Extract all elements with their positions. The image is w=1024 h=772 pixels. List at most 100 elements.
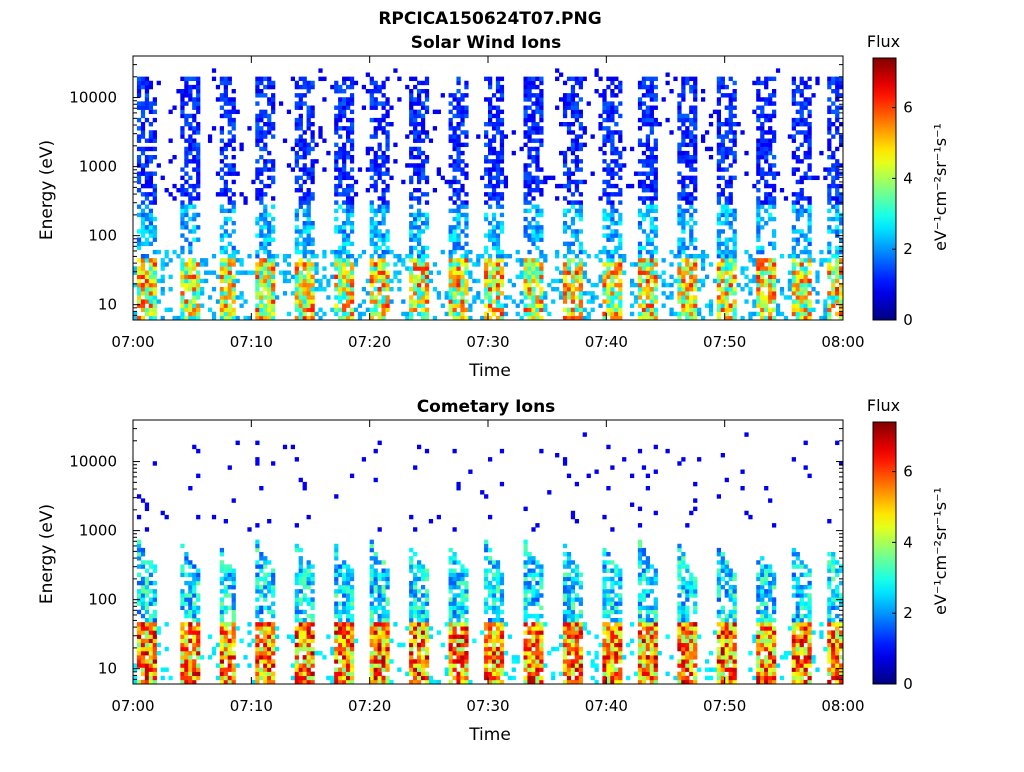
- heatmap-cell: [453, 192, 457, 196]
- heatmap-cell: [192, 97, 196, 101]
- heatmap-cell: [768, 93, 772, 97]
- heatmap-cell: [524, 271, 528, 275]
- heatmap-cell: [271, 238, 275, 242]
- heatmap-cell: [460, 213, 464, 217]
- heatmap-cell: [271, 593, 275, 597]
- heatmap-cell: [768, 217, 772, 221]
- heatmap-cell: [137, 238, 141, 242]
- heatmap-cell: [496, 271, 500, 275]
- heatmap-cell: [602, 299, 606, 303]
- heatmap-cell: [346, 262, 350, 266]
- heatmap-cell: [267, 262, 271, 266]
- heatmap-cell: [303, 254, 307, 258]
- heatmap-cell: [595, 254, 599, 258]
- heatmap-cell: [733, 258, 737, 262]
- heatmap-cell: [421, 122, 425, 126]
- heatmap-cell: [535, 159, 539, 163]
- heatmap-cell: [137, 101, 141, 105]
- heatmap-cell: [689, 192, 693, 196]
- heatmap-cell: [311, 672, 315, 676]
- heatmap-cell: [149, 106, 153, 110]
- heatmap-cell: [263, 250, 267, 254]
- heatmap-cell: [184, 209, 188, 213]
- heatmap-cell: [539, 167, 543, 171]
- heatmap-cell: [464, 266, 468, 270]
- heatmap-cell: [208, 139, 212, 143]
- heatmap-cell: [484, 262, 488, 266]
- heatmap-cell: [535, 180, 539, 184]
- heatmap-cell: [701, 139, 705, 143]
- heatmap-cell: [303, 238, 307, 242]
- heatmap-cell: [669, 275, 673, 279]
- heatmap-cell: [307, 639, 311, 643]
- heatmap-cell: [729, 180, 733, 184]
- heatmap-cell: [145, 147, 149, 151]
- heatmap-cell: [575, 184, 579, 188]
- heatmap-cell: [224, 519, 228, 523]
- heatmap-cell: [141, 672, 145, 676]
- heatmap-cell: [539, 213, 543, 217]
- heatmap-cell: [243, 299, 247, 303]
- heatmap-cell: [342, 101, 346, 105]
- heatmap-cell: [188, 668, 192, 672]
- heatmap-cell: [409, 176, 413, 180]
- heatmap-cell: [382, 279, 386, 283]
- heatmap-cell: [295, 299, 299, 303]
- heatmap-cell: [180, 209, 184, 213]
- heatmap-cell: [508, 295, 512, 299]
- heatmap-cell: [382, 266, 386, 270]
- heatmap-cell: [299, 155, 303, 159]
- heatmap-cell: [800, 209, 804, 213]
- heatmap-cell: [385, 77, 389, 81]
- heatmap-cell: [232, 498, 236, 502]
- heatmap-cell: [831, 205, 835, 209]
- heatmap-cell: [756, 221, 760, 225]
- heatmap-cell: [504, 304, 508, 308]
- heatmap-cell: [188, 258, 192, 262]
- heatmap-cell: [650, 81, 654, 85]
- heatmap-cell: [800, 101, 804, 105]
- heatmap-cell: [618, 254, 622, 258]
- heatmap-cell: [267, 299, 271, 303]
- heatmap-cell: [374, 308, 378, 312]
- heatmap-cell: [220, 147, 224, 151]
- heatmap-cell: [295, 295, 299, 299]
- heatmap-cell: [606, 139, 610, 143]
- heatmap-cell: [342, 163, 346, 167]
- heatmap-cell: [831, 254, 835, 258]
- heatmap-cell: [192, 155, 196, 159]
- heatmap-cell: [642, 180, 646, 184]
- heatmap-cell: [366, 147, 370, 151]
- heatmap-cell: [196, 110, 200, 114]
- heatmap-cell: [303, 209, 307, 213]
- heatmap-cell: [760, 172, 764, 176]
- heatmap-cell: [638, 221, 642, 225]
- heatmap-cell: [342, 242, 346, 246]
- heatmap-cell: [535, 101, 539, 105]
- heatmap-cell: [804, 266, 808, 270]
- heatmap-cell: [677, 266, 681, 270]
- heatmap-cell: [733, 250, 737, 254]
- heatmap-cell: [654, 159, 658, 163]
- heatmap-cell: [192, 139, 196, 143]
- heatmap-cell: [378, 229, 382, 233]
- heatmap-cell: [752, 299, 756, 303]
- heatmap-cell: [291, 635, 295, 639]
- heatmap-cell: [141, 275, 145, 279]
- heatmap-cell: [196, 93, 200, 97]
- heatmap-cell: [255, 176, 259, 180]
- heatmap-cell: [768, 139, 772, 143]
- heatmap-cell: [342, 560, 346, 564]
- heatmap-cell: [531, 118, 535, 122]
- heatmap-cell: [602, 101, 606, 105]
- heatmap-cell: [500, 118, 504, 122]
- heatmap-cell: [184, 287, 188, 291]
- heatmap-cell: [184, 89, 188, 93]
- heatmap-cell: [760, 279, 764, 283]
- heatmap-cell: [460, 283, 464, 287]
- heatmap-cell: [334, 577, 338, 581]
- heatmap-cell: [307, 209, 311, 213]
- heatmap-cell: [303, 676, 307, 680]
- heatmap-cell: [180, 593, 184, 597]
- heatmap-cell: [259, 130, 263, 134]
